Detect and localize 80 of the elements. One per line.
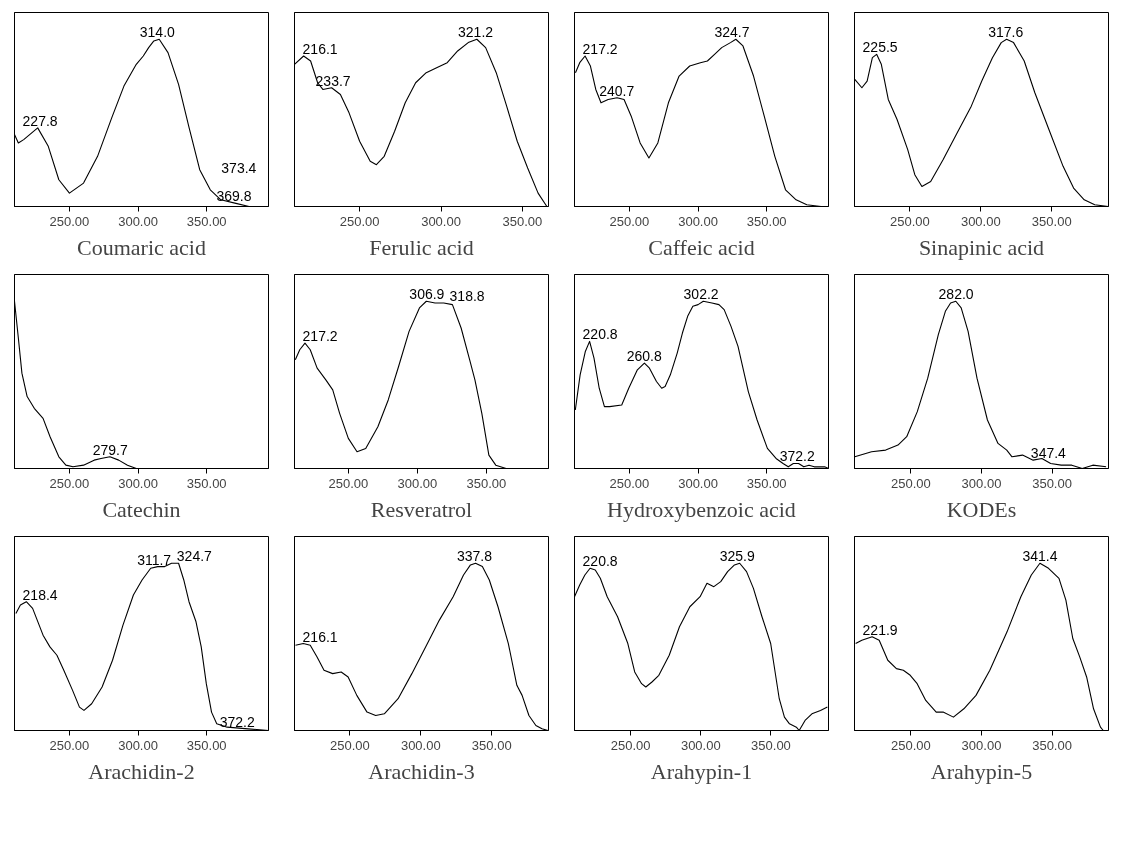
annotation: 233.7 (315, 72, 351, 89)
x-tick-label: 250.00 (891, 737, 931, 753)
x-tick-label: 250.00 (889, 213, 930, 229)
annotation: 302.2 (683, 286, 719, 303)
x-tick-label: 350.00 (502, 213, 543, 229)
annotation: 217.2 (582, 40, 618, 57)
annotation: 225.5 (862, 39, 898, 56)
annotation: 282.0 (938, 286, 974, 303)
x-tick-label: 250.00 (339, 213, 380, 229)
x-tick-label: 300.00 (118, 737, 158, 753)
x-axis-title: Sinapinic acid (918, 234, 1045, 260)
annotation: 341.4 (1022, 548, 1058, 565)
annotation: 220.8 (582, 553, 618, 570)
x-axis-title: Catechin (102, 496, 181, 522)
annotation: 318.8 (449, 287, 485, 304)
annotation: 324.7 (714, 24, 750, 41)
x-axis-title: Ferulic acid (369, 234, 474, 260)
annotation: 347.4 (1030, 445, 1067, 462)
annotation: 321.2 (458, 24, 494, 41)
annotation: 306.9 (409, 286, 445, 303)
annotation: 337.8 (456, 548, 493, 565)
x-tick-label: 300.00 (961, 737, 1002, 753)
annotation: 218.4 (22, 586, 58, 603)
annotation: 220.8 (582, 326, 618, 343)
x-tick-label: 350.00 (1032, 737, 1072, 753)
annotation: 373.4 (221, 159, 257, 176)
x-tick-label: 350.00 (1031, 213, 1072, 229)
annotation: 369.8 (216, 188, 252, 205)
x-axis-title: Caffeic acid (648, 234, 755, 260)
annotation: 227.8 (22, 112, 58, 129)
x-tick-label: 250.00 (609, 475, 650, 491)
x-tick-label: 250.00 (328, 475, 369, 491)
x-tick-label: 300.00 (421, 213, 461, 229)
x-tick-label: 250.00 (891, 475, 931, 491)
annotation: 324.7 (176, 548, 213, 565)
x-tick-label: 350.00 (471, 737, 512, 753)
x-tick-label: 250.00 (610, 737, 651, 753)
annotation: 216.1 (302, 628, 338, 645)
x-tick-label: 250.00 (609, 213, 650, 229)
annotation: 314.0 (139, 24, 176, 41)
x-tick-label: 300.00 (960, 213, 1001, 229)
annotation: 372.2 (779, 448, 815, 465)
x-tick-label: 300.00 (678, 213, 718, 229)
x-tick-label: 300.00 (118, 213, 158, 229)
x-tick-label: 350.00 (1032, 475, 1072, 491)
x-tick-label: 250.00 (329, 737, 370, 753)
x-tick-label: 250.00 (49, 737, 90, 753)
annotation: 217.2 (302, 328, 338, 345)
x-axis-title: Arachidin-2 (88, 758, 195, 784)
x-tick-label: 300.00 (961, 475, 1002, 491)
annotation: 216.1 (302, 40, 338, 57)
x-tick-label: 350.00 (186, 737, 227, 753)
x-axis-title: KODEs (946, 496, 1017, 522)
x-tick-label: 350.00 (746, 213, 787, 229)
x-axis-title: Arachidin-3 (368, 758, 475, 784)
x-tick-label: 350.00 (186, 213, 227, 229)
x-axis-title: Resveratrol (370, 496, 473, 522)
x-axis-title: Hydroxybenzoic acid (607, 496, 796, 522)
x-axis-title: Arahypin-5 (930, 758, 1033, 784)
x-tick-label: 250.00 (49, 475, 90, 491)
x-tick-label: 300.00 (400, 737, 441, 753)
x-tick-label: 350.00 (746, 475, 787, 491)
x-tick-label: 300.00 (397, 475, 438, 491)
annotation: 221.9 (862, 621, 898, 638)
annotation: 317.6 (988, 24, 1024, 41)
x-tick-label: 300.00 (680, 737, 721, 753)
x-tick-label: 300.00 (678, 475, 718, 491)
x-tick-label: 350.00 (751, 737, 791, 753)
x-tick-label: 350.00 (186, 475, 227, 491)
annotation: 311.7 (137, 551, 172, 568)
x-tick-label: 300.00 (118, 475, 158, 491)
annotation: 260.8 (626, 348, 662, 365)
annotation: 372.2 (219, 713, 255, 730)
annotation: 279.7 (92, 441, 128, 458)
x-axis-title: Coumaric acid (77, 234, 206, 260)
annotation: 325.9 (719, 548, 755, 565)
x-tick-label: 350.00 (466, 475, 507, 491)
annotation: 240.7 (599, 82, 635, 99)
x-axis-title: Arahypin-1 (650, 758, 753, 784)
x-tick-label: 250.00 (49, 213, 90, 229)
